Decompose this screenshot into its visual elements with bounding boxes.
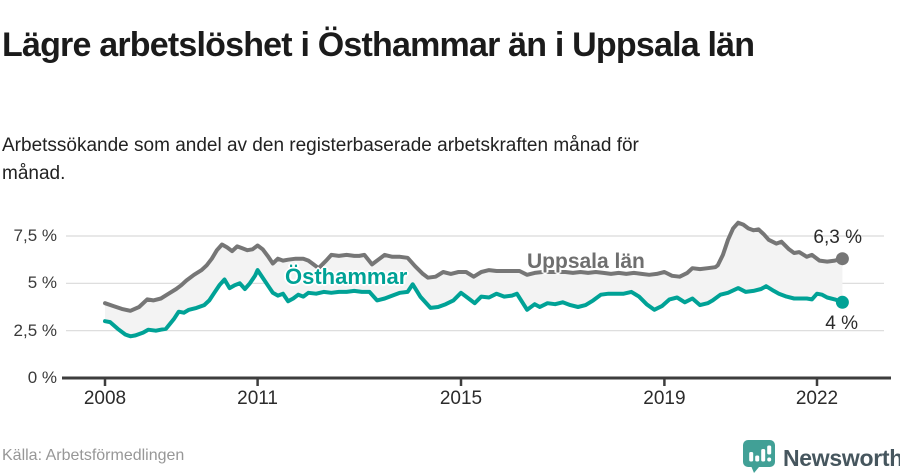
y-axis-tick-label: 5 % — [27, 273, 57, 293]
x-axis-tick-label: 2019 — [643, 388, 686, 409]
x-axis-tick-label: 2011 — [237, 388, 278, 409]
newsworthy-bubble-barchart-icon — [742, 439, 776, 474]
x-axis-tick-label: 2022 — [795, 388, 839, 409]
x-axis-tick-label: 2015 — [439, 388, 483, 409]
x-axis-tick-label: 2008 — [83, 388, 127, 409]
series-label-osthammar: Östhammar — [285, 264, 408, 289]
y-axis-tick-label: 2,5 % — [13, 320, 57, 340]
end-value-label-osthammar: 4 % — [825, 313, 858, 334]
source-note: Källa: Arbetsförmedlingen — [2, 447, 185, 464]
series-label-uppsala: Uppsala län — [527, 250, 645, 273]
end-value-label-uppsala: 6,3 % — [813, 227, 862, 248]
newsworthy-logo[interactable]: Newsworthy — [742, 439, 900, 474]
page-title: Lägre arbetslöshet i Östhammar än i Upps… — [2, 25, 755, 64]
newsworthy-brand-name: Newsworthy — [783, 445, 900, 471]
chart-subtitle: Arbetssökande som andel av den registerb… — [2, 135, 639, 184]
y-axis-tick-label: 7,5 % — [13, 226, 57, 245]
y-axis-tick-label: 0 % — [27, 368, 57, 387]
